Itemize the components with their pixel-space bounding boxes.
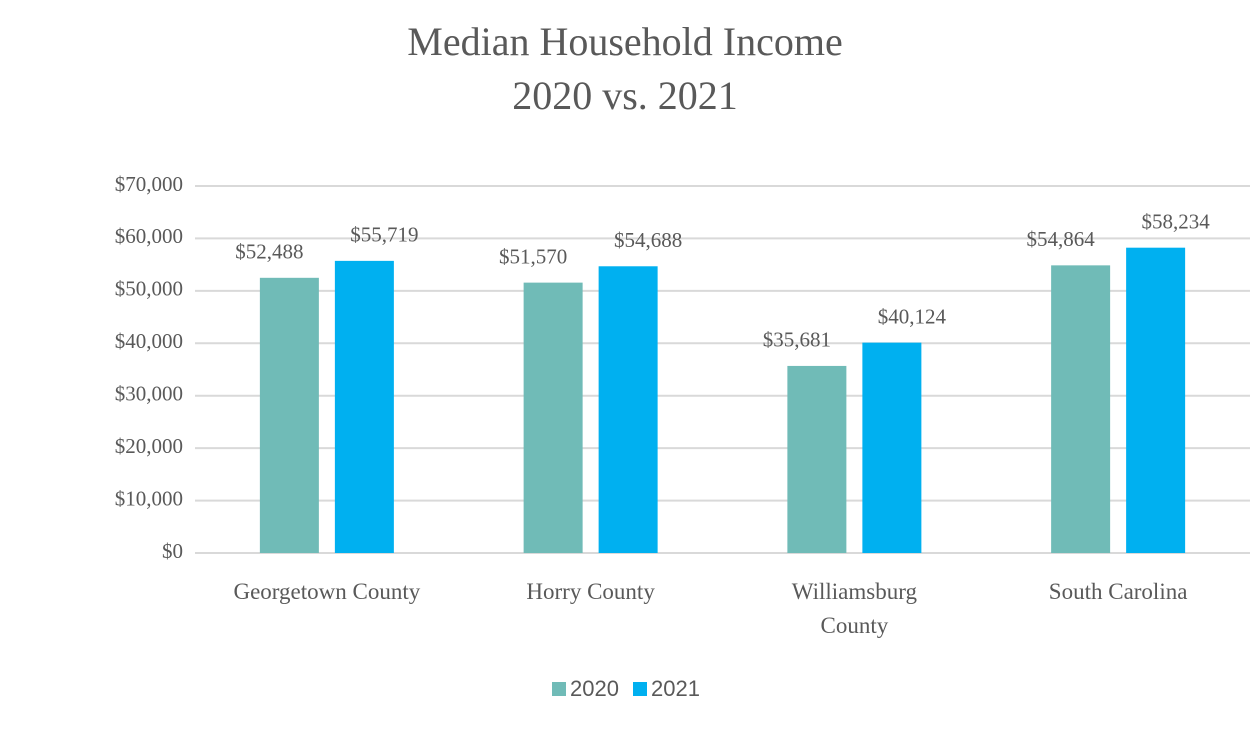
y-tick-label: $30,000 bbox=[115, 382, 183, 406]
data-label: $51,570 bbox=[499, 244, 567, 268]
legend-item: 2021 bbox=[633, 676, 700, 702]
bar bbox=[259, 277, 319, 553]
y-tick-label: $40,000 bbox=[115, 329, 183, 353]
bar bbox=[1126, 247, 1186, 554]
y-tick-label: $50,000 bbox=[115, 277, 183, 301]
bar bbox=[862, 342, 922, 553]
data-label: $54,864 bbox=[1027, 227, 1096, 251]
y-tick-label: $10,000 bbox=[115, 486, 183, 510]
legend-swatch bbox=[552, 682, 567, 696]
x-tick-label: Williamsburg County bbox=[791, 579, 917, 638]
bar bbox=[523, 282, 583, 553]
x-tick-label: Horry County bbox=[526, 579, 655, 604]
data-label: $52,488 bbox=[235, 240, 303, 264]
bar bbox=[1051, 265, 1111, 553]
y-tick-label: $60,000 bbox=[115, 224, 183, 248]
x-tick-label: South Carolina bbox=[1048, 579, 1188, 604]
y-tick-label: $0 bbox=[162, 539, 183, 563]
y-tick-label: $70,000 bbox=[115, 172, 183, 196]
chart-title: Median Household Income bbox=[407, 19, 842, 64]
legend-item: 2020 bbox=[552, 676, 619, 702]
y-tick-label: $20,000 bbox=[115, 434, 183, 458]
data-label: $54,688 bbox=[614, 228, 682, 252]
chart-subtitle: 2020 vs. 2021 bbox=[512, 73, 738, 118]
bar bbox=[598, 266, 658, 553]
bar bbox=[334, 260, 394, 553]
data-label: $35,681 bbox=[763, 328, 831, 352]
data-label: $55,719 bbox=[350, 223, 418, 247]
data-label: $58,234 bbox=[1142, 209, 1211, 233]
legend-swatch bbox=[633, 682, 647, 696]
data-label: $40,124 bbox=[878, 304, 947, 328]
bar bbox=[787, 365, 847, 553]
x-tick-label: Georgetown County bbox=[233, 579, 421, 604]
legend: 2020 2021 bbox=[0, 676, 1252, 702]
legend-label: 2021 bbox=[651, 676, 700, 701]
legend-label: 2020 bbox=[570, 676, 619, 701]
